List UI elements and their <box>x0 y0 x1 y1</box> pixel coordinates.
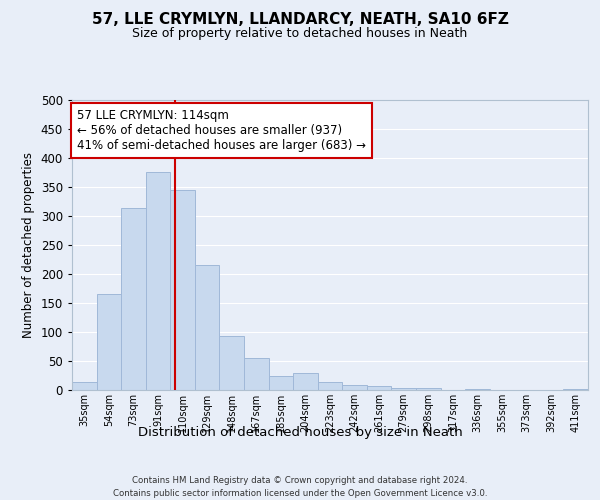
Bar <box>269 376 293 390</box>
Bar <box>72 382 97 390</box>
Bar <box>367 386 391 390</box>
Bar <box>563 389 588 390</box>
Text: Size of property relative to detached houses in Neath: Size of property relative to detached ho… <box>133 28 467 40</box>
Bar <box>170 190 195 390</box>
Bar <box>342 385 367 390</box>
Text: 57, LLE CRYMLYN, LLANDARCY, NEATH, SA10 6FZ: 57, LLE CRYMLYN, LLANDARCY, NEATH, SA10 … <box>92 12 508 28</box>
Bar <box>391 388 416 390</box>
Bar <box>318 382 342 390</box>
Bar <box>121 208 146 390</box>
Y-axis label: Number of detached properties: Number of detached properties <box>22 152 35 338</box>
Bar <box>244 358 269 390</box>
Bar <box>293 373 318 390</box>
Text: Contains HM Land Registry data © Crown copyright and database right 2024.
Contai: Contains HM Land Registry data © Crown c… <box>113 476 487 498</box>
Bar <box>146 172 170 390</box>
Text: Distribution of detached houses by size in Neath: Distribution of detached houses by size … <box>137 426 463 439</box>
Bar <box>97 294 121 390</box>
Bar <box>195 266 220 390</box>
Bar <box>416 388 440 390</box>
Bar <box>220 336 244 390</box>
Text: 57 LLE CRYMLYN: 114sqm
← 56% of detached houses are smaller (937)
41% of semi-de: 57 LLE CRYMLYN: 114sqm ← 56% of detached… <box>77 108 366 152</box>
